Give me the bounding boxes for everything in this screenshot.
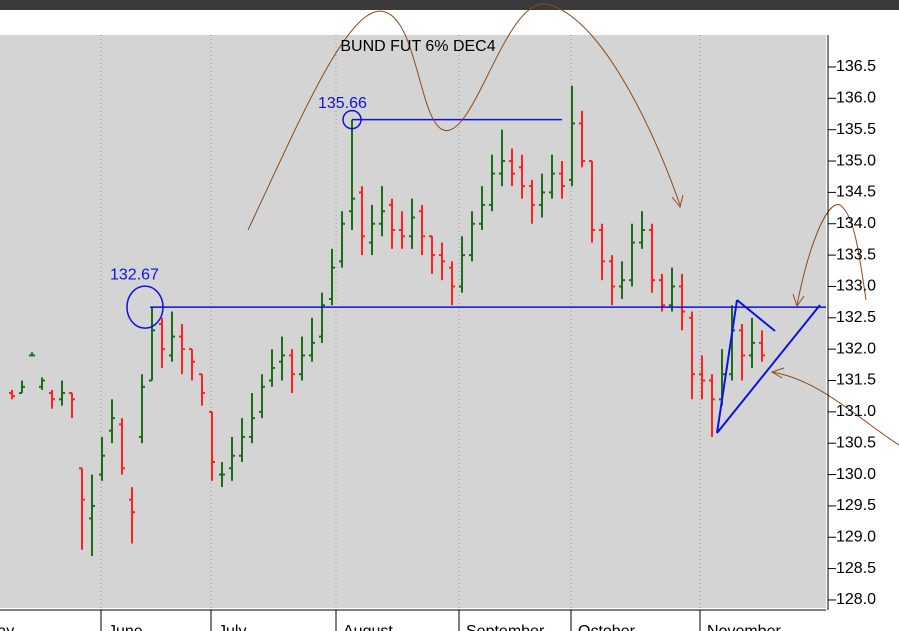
y-tick-label: 133.0 [836, 278, 876, 295]
wave-arc [771, 371, 899, 446]
x-tick-label: November [707, 623, 781, 631]
y-tick-label: 132.5 [836, 309, 876, 326]
x-tick-label: June [108, 623, 143, 631]
y-tick-label: 135.0 [836, 152, 876, 169]
bars [9, 85, 765, 557]
y-tick-label: 132.0 [836, 340, 876, 357]
y-tick-label: 133.5 [836, 246, 876, 263]
arrow-head [792, 293, 805, 308]
x-tick-label: September [466, 623, 545, 631]
arrow-head [770, 367, 785, 379]
y-tick-label: 131.5 [836, 372, 876, 389]
support-circle [126, 285, 164, 329]
wave-arc [796, 204, 867, 306]
x-tick-label: May [0, 623, 14, 631]
y-tick-label: 130.0 [836, 466, 876, 483]
y-tick-label: 134.0 [836, 215, 876, 232]
y-tick-label: 134.5 [836, 184, 876, 201]
high-label: 135.66 [318, 95, 367, 112]
support-label: 132.67 [110, 266, 159, 283]
arrow-head [671, 194, 684, 209]
y-tick-label: 131.0 [836, 403, 876, 420]
high-circle [342, 109, 362, 130]
triangle [716, 299, 821, 434]
y-tick-label: 128.5 [836, 560, 876, 577]
y-tick-label: 136.0 [836, 90, 876, 107]
y-tick-label: 129.0 [836, 528, 876, 545]
chart-title: BUND FUT 6% DEC4 [340, 38, 495, 55]
annotations: 135.66 132.67 [110, 95, 826, 329]
x-tick-label: October [578, 623, 636, 631]
y-tick-label: 135.5 [836, 121, 876, 138]
x-tick-label: August [343, 623, 393, 631]
top-bar [0, 0, 899, 10]
plot-area [0, 35, 826, 608]
y-tick-label: 128.0 [836, 591, 876, 608]
y-tick-label: 136.5 [836, 58, 876, 75]
y-tick-label: 130.5 [836, 434, 876, 451]
wave-arc [247, 3, 681, 231]
x-tick-label: July [218, 623, 246, 631]
y-tick-label: 129.5 [836, 497, 876, 514]
